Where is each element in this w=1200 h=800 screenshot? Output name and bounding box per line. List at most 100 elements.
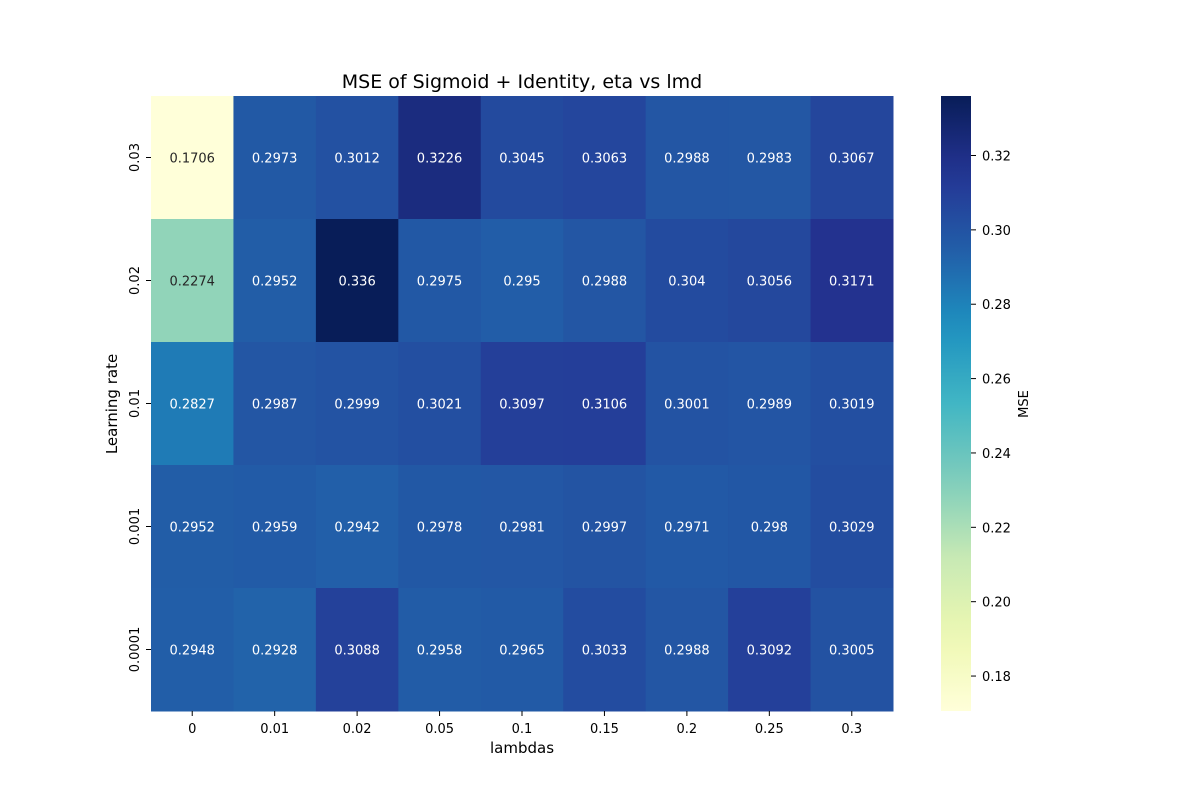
y-tick-label: 0.001 bbox=[128, 508, 143, 545]
heatmap-cell bbox=[728, 96, 812, 220]
x-tick-label: 0.3 bbox=[841, 722, 862, 737]
heatmap-cell bbox=[563, 465, 647, 589]
heatmap-cell bbox=[315, 588, 399, 712]
heatmap-cell bbox=[810, 465, 894, 589]
heatmap-cell bbox=[728, 465, 812, 589]
colorbar-label: MSE bbox=[1017, 390, 1032, 418]
cell-value-label: 0.3092 bbox=[747, 644, 793, 659]
chart-title: MSE of Sigmoid + Identity, eta vs lmd bbox=[342, 71, 702, 93]
heatmap-cell bbox=[151, 588, 234, 712]
cell-value-label: 0.3012 bbox=[334, 152, 380, 167]
heatmap-cell bbox=[810, 219, 894, 343]
heatmap-cell bbox=[645, 588, 729, 712]
x-tick-label: 0.2 bbox=[677, 722, 698, 737]
colorbar-tick-label: 0.32 bbox=[982, 149, 1011, 164]
heatmap-cell bbox=[398, 219, 482, 343]
cell-value-label: 0.3056 bbox=[747, 275, 793, 290]
heatmap-cell bbox=[480, 588, 564, 712]
heatmap-cell bbox=[563, 219, 647, 343]
cell-value-label: 0.2997 bbox=[582, 521, 628, 536]
cell-value-label: 0.2989 bbox=[747, 398, 793, 413]
cell-value-label: 0.3029 bbox=[829, 521, 875, 536]
cell-value-label: 0.3106 bbox=[582, 398, 628, 413]
colorbar bbox=[941, 96, 971, 711]
x-tick-label: 0.15 bbox=[590, 722, 619, 737]
y-tick-label: 0.02 bbox=[128, 266, 143, 295]
cell-value-label: 0.2988 bbox=[582, 275, 628, 290]
heatmap-cells: 0.1706 0.2973 0.3012 0.3226 0.3045 0.3063 0.29… bbox=[151, 96, 894, 712]
cell-value-label: 0.3005 bbox=[829, 644, 875, 659]
y-tick-label: 0.0001 bbox=[128, 627, 143, 673]
y-tick-label: 0.01 bbox=[128, 389, 143, 418]
heatmap-cell bbox=[480, 342, 564, 466]
cell-value-label: 0.1706 bbox=[169, 152, 215, 167]
colorbar-tick-label: 0.22 bbox=[982, 521, 1011, 536]
x-tick-label: 0 bbox=[188, 722, 196, 737]
colorbar-tick-label: 0.28 bbox=[982, 298, 1011, 313]
cell-value-label: 0.295 bbox=[503, 275, 540, 290]
heatmap-cell bbox=[233, 588, 317, 712]
cell-value-label: 0.2999 bbox=[334, 398, 380, 413]
y-tick-label: 0.03 bbox=[128, 143, 143, 172]
heatmap-cell bbox=[315, 465, 399, 589]
cell-value-label: 0.2978 bbox=[417, 521, 463, 536]
colorbar-tick-label: 0.20 bbox=[982, 596, 1011, 611]
cell-value-label: 0.3067 bbox=[829, 152, 875, 167]
heatmap-cell bbox=[563, 588, 647, 712]
x-tick-label: 0.05 bbox=[425, 722, 454, 737]
cell-value-label: 0.298 bbox=[751, 521, 788, 536]
heatmap-cell bbox=[151, 219, 234, 343]
heatmap-cell bbox=[728, 219, 812, 343]
cell-value-label: 0.2952 bbox=[169, 521, 215, 536]
cell-value-label: 0.3019 bbox=[829, 398, 875, 413]
y-axis-ticks: 0.03 0.02 0.01 0.001 0.0001 bbox=[128, 143, 151, 672]
heatmap-cell bbox=[480, 465, 564, 589]
heatmap-cell bbox=[233, 465, 317, 589]
heatmap-cell bbox=[315, 342, 399, 466]
colorbar-ticks: 0.18 0.20 0.22 0.24 0.26 0.28 0.30 0.32 bbox=[971, 149, 1011, 685]
cell-value-label: 0.2959 bbox=[252, 521, 298, 536]
heatmap-cell bbox=[563, 96, 647, 220]
heatmap-cell bbox=[233, 342, 317, 466]
cell-value-label: 0.2948 bbox=[169, 644, 215, 659]
cell-value-label: 0.2981 bbox=[499, 521, 545, 536]
x-tick-label: 0.02 bbox=[343, 722, 372, 737]
cell-value-label: 0.3088 bbox=[334, 644, 380, 659]
cell-value-label: 0.304 bbox=[668, 275, 705, 290]
cell-value-label: 0.2942 bbox=[334, 521, 380, 536]
heatmap-cell bbox=[233, 219, 317, 343]
heatmap-cell bbox=[728, 588, 812, 712]
cell-value-label: 0.3063 bbox=[582, 152, 628, 167]
cell-value-label: 0.2975 bbox=[417, 275, 463, 290]
cell-value-label: 0.2827 bbox=[169, 398, 215, 413]
heatmap-cell bbox=[151, 96, 234, 220]
heatmap-cell bbox=[398, 96, 482, 220]
cell-value-label: 0.2988 bbox=[664, 644, 710, 659]
heatmap-cell bbox=[563, 342, 647, 466]
heatmap-cell bbox=[151, 465, 234, 589]
heatmap-cell bbox=[398, 465, 482, 589]
cell-value-label: 0.2983 bbox=[747, 152, 793, 167]
cell-value-label: 0.3033 bbox=[582, 644, 628, 659]
cell-value-label: 0.2965 bbox=[499, 644, 545, 659]
heatmap-cell bbox=[810, 342, 894, 466]
x-tick-label: 0.1 bbox=[512, 722, 533, 737]
cell-value-label: 0.3001 bbox=[664, 398, 710, 413]
cell-value-label: 0.2973 bbox=[252, 152, 298, 167]
heatmap-cell bbox=[398, 342, 482, 466]
cell-value-label: 0.3045 bbox=[499, 152, 545, 167]
heatmap-cell bbox=[645, 219, 729, 343]
heatmap-cell bbox=[151, 342, 234, 466]
heatmap-cell bbox=[480, 96, 564, 220]
cell-value-label: 0.3226 bbox=[417, 152, 463, 167]
cell-value-label: 0.3171 bbox=[829, 275, 875, 290]
colorbar-tick-label: 0.26 bbox=[982, 373, 1011, 388]
x-axis-ticks: 0 0.01 0.02 0.05 0.1 0.15 0.2 0.25 0.3 bbox=[188, 711, 862, 737]
y-axis-label: Learning rate bbox=[103, 354, 121, 454]
cell-value-label: 0.2987 bbox=[252, 398, 298, 413]
cell-value-label: 0.3097 bbox=[499, 398, 545, 413]
heatmap-cell bbox=[398, 588, 482, 712]
heatmap-cell bbox=[315, 96, 399, 220]
